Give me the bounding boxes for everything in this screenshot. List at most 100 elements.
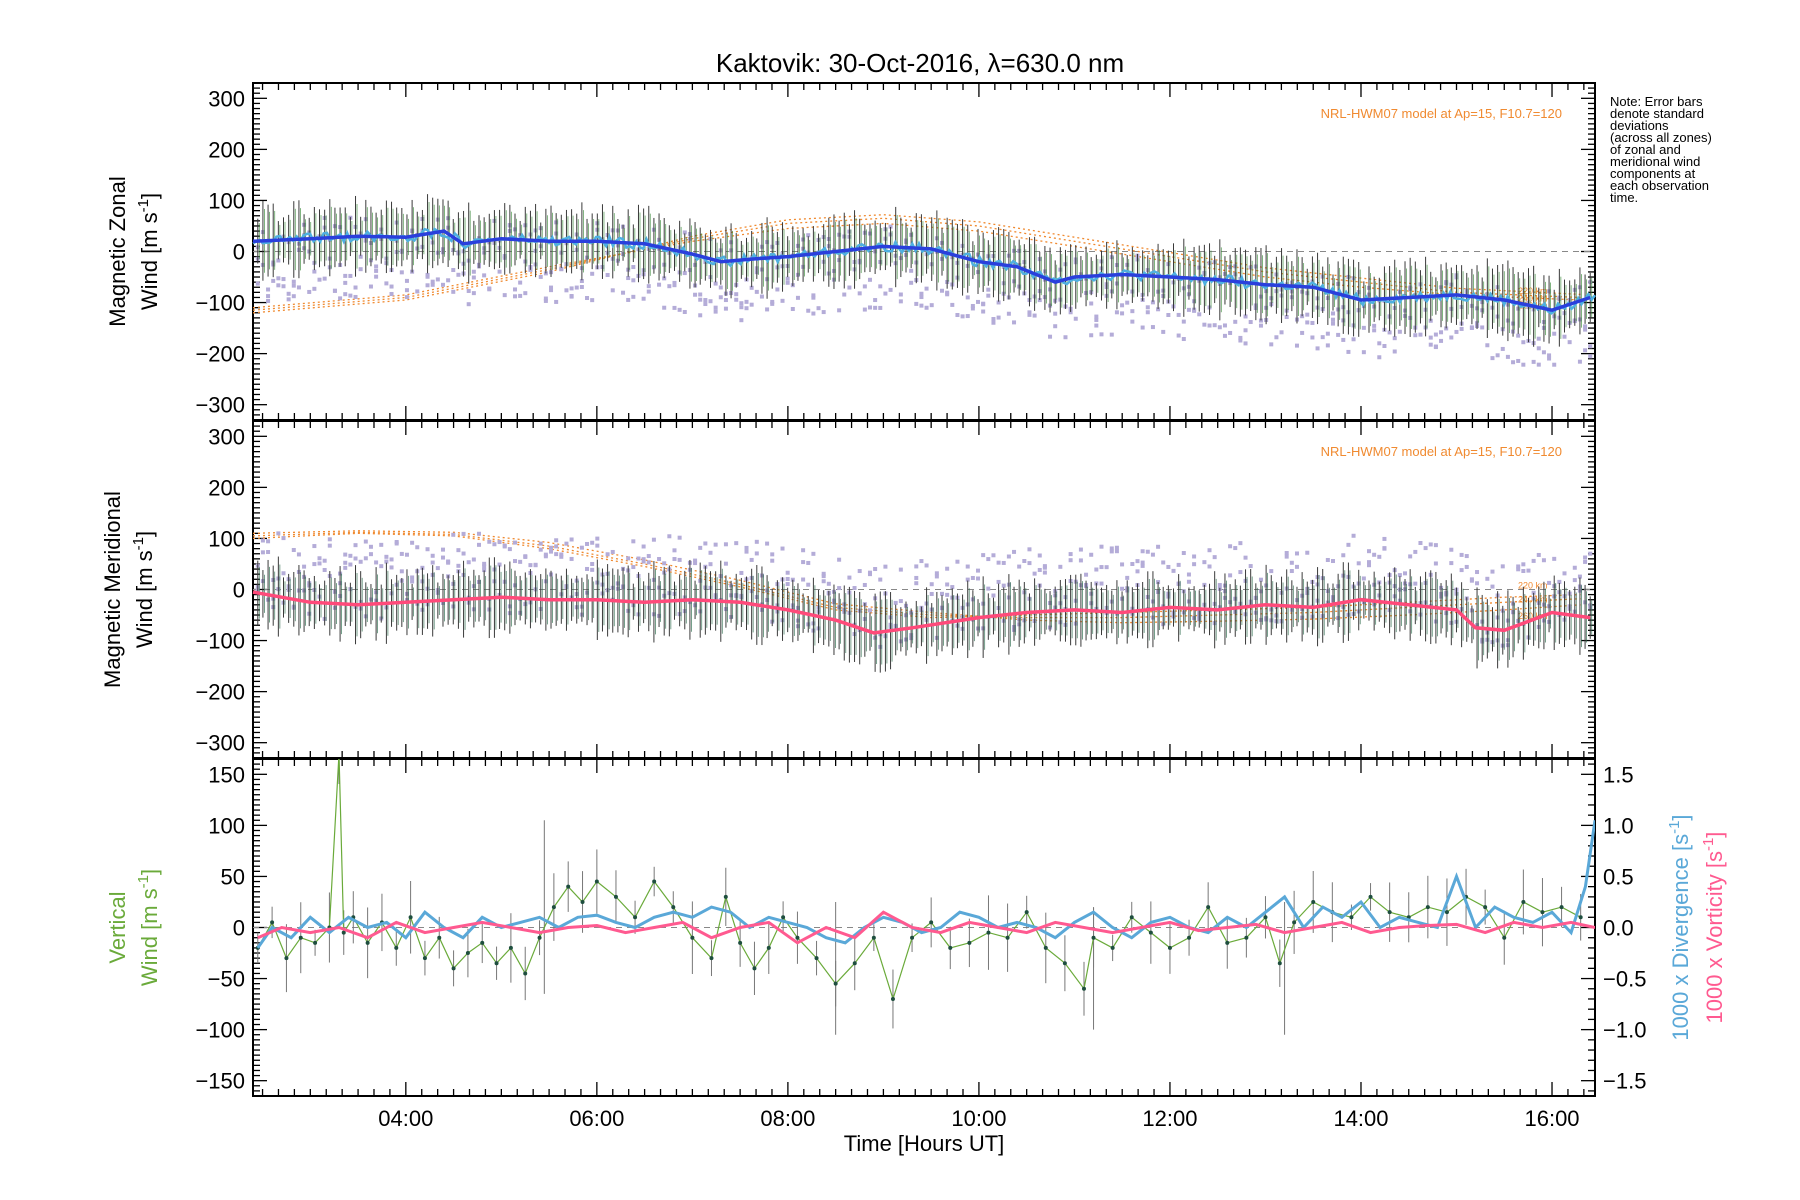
zone-point [466,560,471,565]
y-tick-label: 100 [208,813,245,838]
zone-point [374,264,379,269]
zone-point [1284,554,1289,559]
y-axis-title: Vertical [105,891,130,963]
zone-point [1145,305,1150,310]
zone-point [456,272,461,277]
zone-point [749,302,754,307]
y-tick-label: 200 [208,475,245,500]
zone-point [1567,340,1572,345]
zone-point [1135,569,1140,574]
zone-point [1238,338,1243,343]
zone-point [446,560,451,565]
zone-point [513,540,518,545]
zone-point [1094,314,1099,319]
zone-point [425,283,430,288]
zone-point [1073,316,1078,321]
zone-point [1336,332,1341,337]
zone-point [1284,315,1289,320]
zone-point [950,585,955,590]
zone-point [1202,560,1207,565]
zone-point [698,545,703,550]
zone-point [1428,542,1433,547]
zone-point [1516,333,1521,338]
y-axis-units: Wind [m s-1] [130,531,157,648]
zone-point [528,563,533,568]
zone-point [914,575,919,580]
zone-point [1243,328,1248,333]
zone-point [1562,571,1567,576]
vertical-point [1578,915,1583,920]
zone-point [554,299,559,304]
model-curve [252,217,1581,311]
zone-point [646,289,651,294]
zone-point [1114,545,1119,550]
zone-point [399,569,404,574]
zone-point [785,570,790,575]
x-tick-label: 10:00 [951,1106,1006,1131]
zone-point [1284,551,1289,556]
zone-point [976,299,981,304]
zone-point [1351,533,1356,538]
zone-point [1536,336,1541,341]
zone-point [322,558,327,563]
vertical-point [1110,945,1115,950]
zone-point [1228,573,1233,578]
zone-point [919,303,924,308]
zone-point [343,552,348,557]
zone-point [991,320,996,325]
zone-point [1279,330,1284,335]
zone-point [749,557,754,562]
zone-point [1367,560,1372,565]
error-bar-note: Note: Error bars denote standard deviati… [1610,94,1712,205]
zone-point [1459,568,1464,573]
zone-point [368,544,373,549]
zone-point [307,289,312,294]
zone-point [867,305,872,310]
zone-point [718,295,723,300]
zone-point [739,301,744,306]
zone-point [1367,563,1372,568]
x-tick-label: 16:00 [1524,1106,1579,1131]
zone-point [1428,318,1433,323]
zone-point [1485,343,1490,348]
zone-point [1588,344,1593,349]
zone-point [780,546,785,551]
zonal-wind-panel: −300 −200 −100 0 100 200 300 Magnetic Zonal Wind… [105,82,1596,421]
zone-point [343,280,348,285]
y-tick-label: −100 [195,629,245,654]
zone-point [867,608,872,613]
zone-point [621,290,626,295]
vertical-point [910,935,915,940]
zone-point [759,294,764,299]
zone-point [703,302,708,307]
zone-point [1552,331,1557,336]
zone-point [585,541,590,546]
zone-point [286,291,291,296]
note-line: (across all zones) [1610,130,1712,145]
zone-point [507,547,512,552]
zone-point [1130,309,1135,314]
zone-point [1526,568,1531,573]
zone-point [626,276,631,281]
zone-point [353,556,358,561]
vertical-line [257,759,1581,1002]
zone-point [518,293,523,298]
y-tick-label: −300 [195,393,245,418]
vertical-point [671,905,676,910]
zone-point [765,541,770,546]
note-line: time. [1610,190,1638,205]
zone-point [1325,343,1330,348]
zone-point [1372,328,1377,333]
zone-point [1423,546,1428,551]
zone-point [1572,578,1577,583]
zone-point [986,287,991,292]
zone-point [1125,575,1130,580]
zone-point [327,543,332,548]
zone-point [641,559,646,564]
zone-point [281,277,286,282]
vertical-point [337,752,341,756]
zone-point [461,531,466,536]
zone-point [914,581,919,586]
zone-point [878,284,883,289]
zone-point [965,295,970,300]
